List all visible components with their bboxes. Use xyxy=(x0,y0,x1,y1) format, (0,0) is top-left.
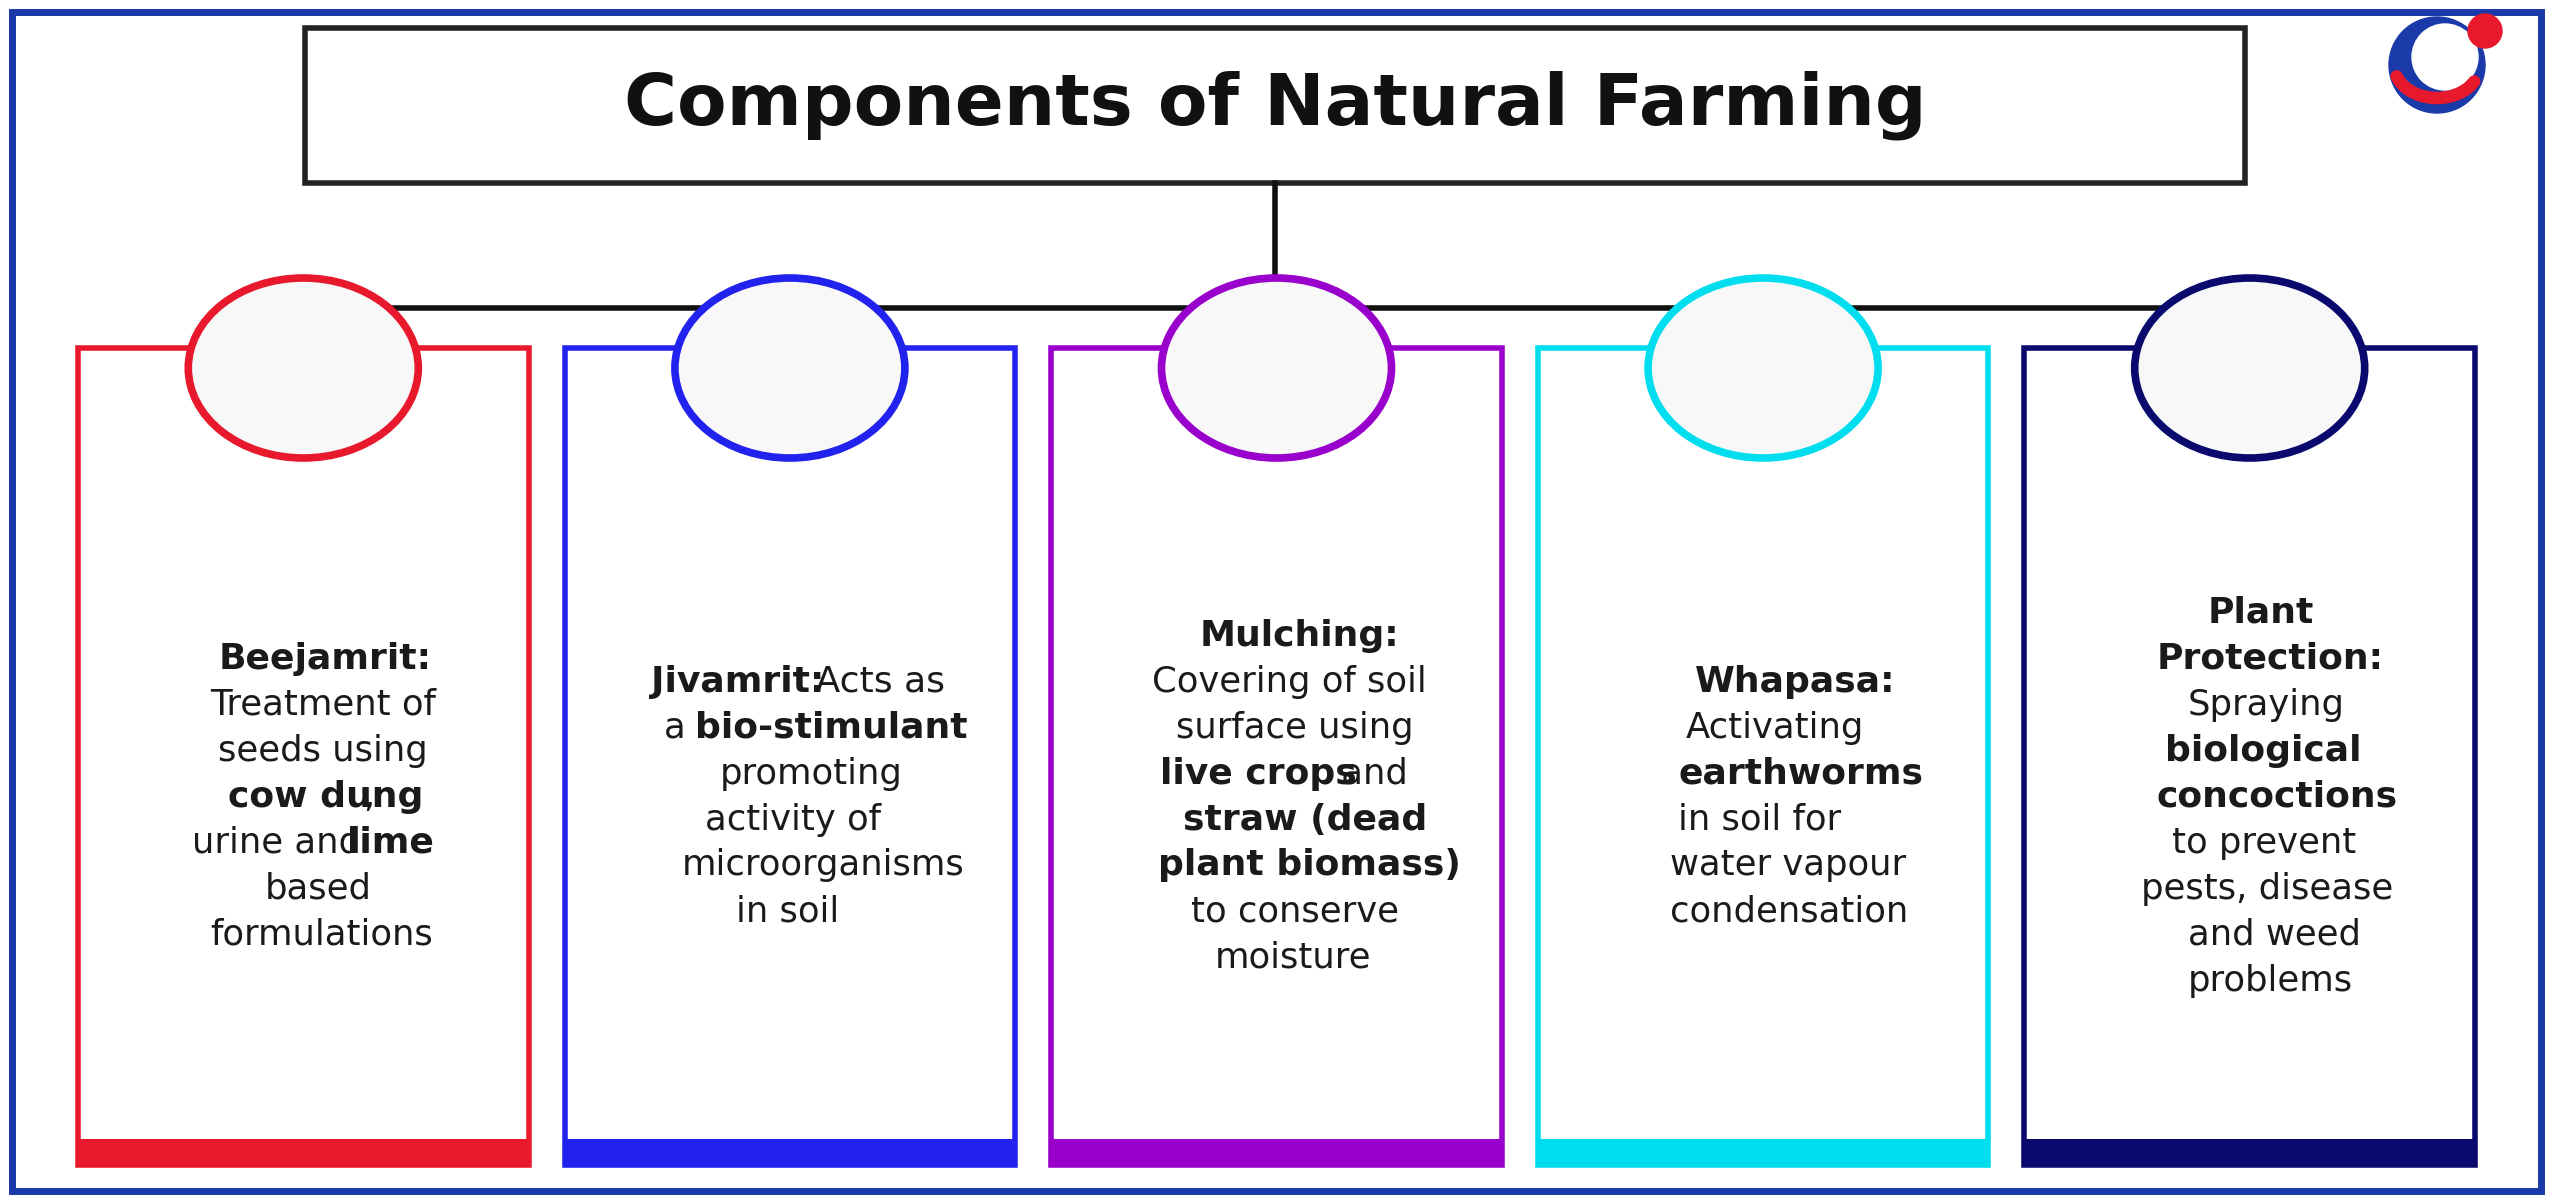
Text: formulations: formulations xyxy=(209,918,434,952)
Circle shape xyxy=(2390,17,2484,113)
Text: Covering of soil: Covering of soil xyxy=(1151,664,1427,699)
Ellipse shape xyxy=(674,278,904,458)
Circle shape xyxy=(2469,14,2502,48)
Text: condensation: condensation xyxy=(1670,895,1907,929)
Text: Jivamrit:: Jivamrit: xyxy=(651,664,825,699)
Text: and: and xyxy=(1330,757,1409,790)
FancyBboxPatch shape xyxy=(304,28,2244,183)
Ellipse shape xyxy=(1162,278,1391,458)
Text: Beejamrit:: Beejamrit: xyxy=(220,641,431,676)
FancyBboxPatch shape xyxy=(564,348,1016,1165)
Ellipse shape xyxy=(1649,278,1879,458)
Text: Treatment of: Treatment of xyxy=(209,687,437,722)
FancyBboxPatch shape xyxy=(13,12,2540,1191)
Text: in soil for: in soil for xyxy=(1677,802,1841,836)
Text: Activating: Activating xyxy=(1685,711,1864,745)
FancyBboxPatch shape xyxy=(2025,1139,2474,1165)
Text: activity of: activity of xyxy=(705,802,881,836)
FancyBboxPatch shape xyxy=(1052,1139,1501,1165)
Text: a: a xyxy=(664,711,697,745)
FancyBboxPatch shape xyxy=(79,1139,528,1165)
Text: concoctions: concoctions xyxy=(2157,780,2397,813)
Text: based: based xyxy=(266,871,373,906)
FancyBboxPatch shape xyxy=(1537,1139,1989,1165)
Ellipse shape xyxy=(2134,278,2364,458)
Text: seeds using: seeds using xyxy=(217,734,429,768)
Text: water vapour: water vapour xyxy=(1670,848,1907,883)
Text: urine and: urine and xyxy=(191,825,373,859)
Text: biological: biological xyxy=(2165,734,2362,768)
Text: microorganisms: microorganisms xyxy=(682,848,965,883)
Text: moisture: moisture xyxy=(1215,941,1371,974)
Text: surface using: surface using xyxy=(1177,711,1414,745)
Text: live crops: live crops xyxy=(1162,757,1358,790)
Text: Mulching:: Mulching: xyxy=(1200,618,1399,652)
Text: Whapasa:: Whapasa: xyxy=(1695,664,1894,699)
Text: bio-stimulant: bio-stimulant xyxy=(694,711,968,745)
Ellipse shape xyxy=(189,278,419,458)
Text: problems: problems xyxy=(2188,964,2354,997)
Text: and weed: and weed xyxy=(2188,918,2362,952)
Text: pests, disease: pests, disease xyxy=(2142,871,2395,906)
Text: Components of Natural Farming: Components of Natural Farming xyxy=(623,71,1928,141)
Text: earthworms: earthworms xyxy=(1677,757,1922,790)
FancyBboxPatch shape xyxy=(1052,348,1501,1165)
FancyBboxPatch shape xyxy=(564,1139,1016,1165)
Text: to prevent: to prevent xyxy=(2173,825,2356,859)
Text: Spraying: Spraying xyxy=(2188,687,2344,722)
FancyBboxPatch shape xyxy=(2025,348,2474,1165)
Text: promoting: promoting xyxy=(720,757,904,790)
Text: ,: , xyxy=(363,780,375,813)
Circle shape xyxy=(2413,24,2479,90)
FancyBboxPatch shape xyxy=(79,348,528,1165)
Text: to conserve: to conserve xyxy=(1192,895,1399,929)
Text: plant biomass): plant biomass) xyxy=(1157,848,1460,883)
Text: Protection:: Protection: xyxy=(2157,641,2382,676)
Text: lime: lime xyxy=(347,825,434,859)
Text: straw (dead: straw (dead xyxy=(1182,802,1427,836)
Text: Acts as: Acts as xyxy=(804,664,945,699)
FancyBboxPatch shape xyxy=(1537,348,1989,1165)
Text: Plant: Plant xyxy=(2208,595,2313,629)
Text: in soil: in soil xyxy=(735,895,840,929)
Text: cow dung: cow dung xyxy=(227,780,424,813)
